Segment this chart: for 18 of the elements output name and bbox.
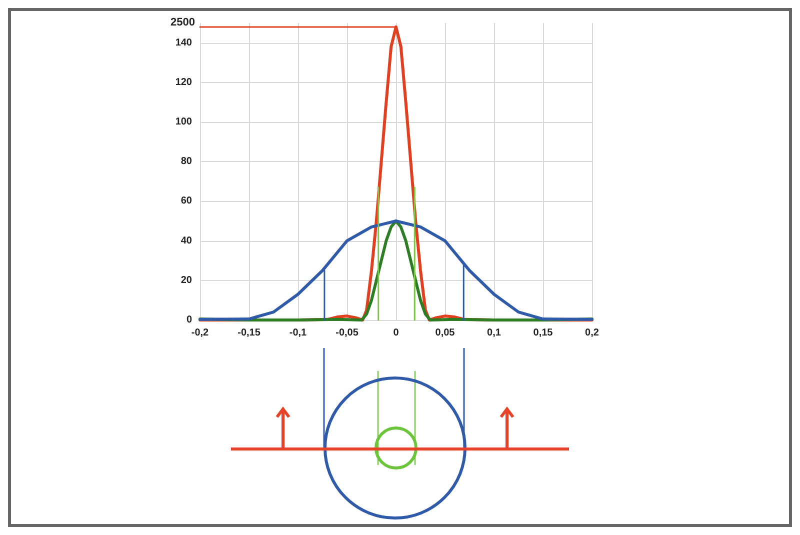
text: 2500 [170,16,196,28]
x-tick-label: 0,1 [487,328,502,338]
x-tick-label: 0,05 [435,328,456,338]
x-tick-label: -0,1 [289,328,308,338]
x-tick-label: -0,2 [191,328,210,338]
y-tick-label: 140 [175,37,192,48]
x-tick-label: -0,05 [336,328,359,338]
y-tick-label: 0 [186,314,192,326]
x-tick-label: 0 [393,328,400,338]
y-tick-label: 100 [175,116,192,128]
y-tick-label: 120 [175,76,192,88]
y-tick-label: 40 [180,235,192,246]
x-tick-label: -0,15 [238,328,261,338]
y-tick-label: 60 [180,196,192,207]
y-tick-label: 80 [180,156,192,168]
x-tick-label: 0,2 [585,328,600,338]
y-tick-label: 20 [180,274,192,286]
x-tick-label: 0,15 [533,328,554,338]
